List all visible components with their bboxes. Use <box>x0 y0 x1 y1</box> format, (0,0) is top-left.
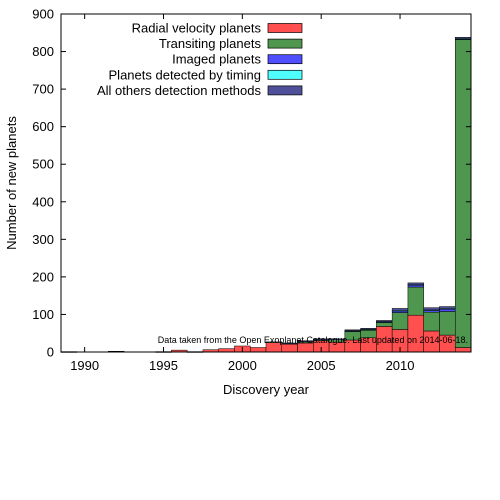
bar-1999-series-0 <box>218 348 235 353</box>
y-tick-label: 700 <box>32 82 54 97</box>
bar-2014-series-1 <box>454 39 472 348</box>
legend-swatch <box>267 85 303 96</box>
y-axis-label: Number of new planets <box>4 116 19 250</box>
bar-2010-series-4 <box>391 308 409 311</box>
x-tick-label: 2000 <box>228 358 257 373</box>
x-tick-label: 1990 <box>70 358 99 373</box>
y-tick-label: 500 <box>32 157 54 172</box>
y-tick-label: 200 <box>32 269 54 284</box>
bar-2009-series-1 <box>376 322 393 327</box>
legend-label: All others detection methods <box>97 83 262 98</box>
bar-2009-series-4 <box>376 320 393 322</box>
y-tick-label: 100 <box>32 307 54 322</box>
x-axis-label: Discovery year <box>223 382 310 397</box>
legend-swatch <box>267 54 303 65</box>
legend-label: Imaged planets <box>172 52 261 67</box>
legend-label: Planets detected by timing <box>109 67 261 82</box>
bar-2011-series-4 <box>407 282 424 285</box>
x-tick-label: 1995 <box>149 358 178 373</box>
bar-2010-series-1 <box>391 312 409 330</box>
y-tick-label: 300 <box>32 232 54 247</box>
x-tick-label: 2010 <box>386 358 415 373</box>
bar-2008-series-4 <box>360 328 377 330</box>
y-tick-label: 800 <box>32 44 54 59</box>
x-tick-label: 2005 <box>307 358 336 373</box>
bar-2002-series-1 <box>265 341 283 343</box>
x-axis-ticks: 1990 1995 2000 2005 2010 <box>70 14 414 373</box>
bar-2014-series-0 <box>454 347 472 353</box>
plot-frame <box>60 13 472 353</box>
bars-layer <box>60 37 472 353</box>
y-axis-ticks: 0 100 200 300 400 500 600 700 800 900 <box>32 7 471 360</box>
bar-2011-series-1 <box>407 286 424 316</box>
legend-swatch <box>267 23 303 33</box>
legend-label: Radial velocity planets <box>132 21 262 36</box>
bar-2012-series-1 <box>423 311 440 332</box>
y-tick-label: 900 <box>32 7 54 22</box>
bar-2001-series-0 <box>249 347 267 353</box>
data-source-note: Data taken from the Open Exoplanet Catal… <box>158 335 468 345</box>
legend-label: Transiting planets <box>159 36 262 51</box>
bar-2007-series-4 <box>344 329 361 331</box>
bar-2013-series-1 <box>439 311 456 336</box>
bar-2014-series-4 <box>454 37 472 39</box>
bar-2012-series-4 <box>423 307 440 311</box>
legend-swatch <box>267 69 303 80</box>
bar-2011-series-0 <box>407 314 424 353</box>
y-tick-label: 0 <box>47 345 54 360</box>
y-tick-label: 600 <box>32 119 54 134</box>
bar-2013-series-4 <box>439 306 456 309</box>
bar-2013-series-2 <box>439 308 456 312</box>
legend-swatch <box>267 38 303 49</box>
y-tick-label: 400 <box>32 194 54 209</box>
